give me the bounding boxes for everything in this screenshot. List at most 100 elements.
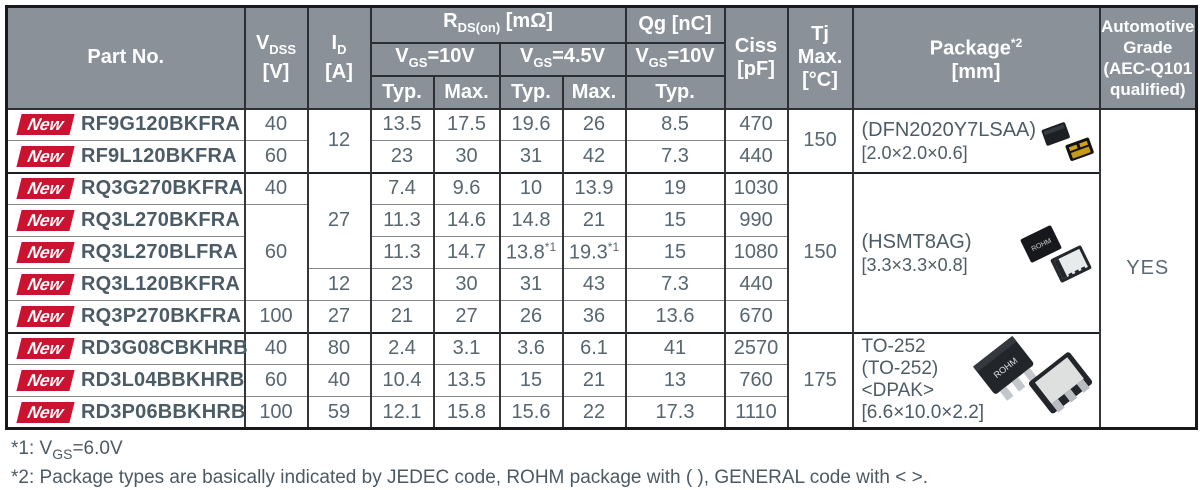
table-row: New RD3G08CBKHRB 40 80 2.4 3.1 3.6 6.1 4… — [5, 331, 1197, 429]
new-badge: New — [16, 274, 75, 295]
col-header-id: ID [A] — [306, 5, 372, 110]
col-header-qg: Qg [nC] — [624, 5, 726, 44]
qg-value: 41 — [624, 331, 726, 365]
qg-value: 13 — [624, 364, 726, 397]
rdson-max-4v5: 19.3*1 — [561, 236, 627, 269]
col-header-qg-vgs-10v: VGS=10V — [624, 41, 726, 77]
part-number: RQ3G270BKFRA — [80, 177, 244, 200]
ciss-value: 470 — [723, 107, 789, 141]
table-row: New RQ3L120BKFRA 12 23 30 31 43 7.3 440 — [5, 268, 1197, 301]
part-no-cell: New RQ3L270BLFRA — [5, 236, 246, 269]
part-number: RD3P06BBKHRB — [80, 400, 246, 423]
id-value: 12 — [306, 268, 372, 301]
ciss-value: 760 — [723, 364, 789, 397]
footnote-1: *1: VGS=6.0V — [11, 438, 123, 462]
qg-value: 15 — [624, 236, 726, 269]
rdson-typ-10v: 12.1 — [369, 396, 435, 429]
part-number: RF9L120BKFRA — [80, 144, 237, 167]
rdson-typ-4v5: 31 — [498, 140, 564, 173]
part-number: RD3G08CBKHRB — [80, 337, 248, 360]
qg-value: 15 — [624, 204, 726, 237]
new-badge: New — [16, 338, 75, 360]
ciss-value: 990 — [723, 204, 789, 237]
footnote-ref: *1 — [544, 240, 557, 255]
qg-value: 8.5 — [624, 107, 726, 141]
part-number: RD3L04BBKHRB — [80, 369, 245, 391]
rdson-typ-4v5: 14.8 — [498, 204, 564, 237]
package-photo-hsmt8ag-icon: ROHM — [1020, 225, 1091, 282]
rdson-max-10v: 9.6 — [432, 171, 501, 205]
qg-value: 7.3 — [624, 140, 726, 173]
table-row: New RQ3L270BKFRA 60 11.3 14.6 14.8 21 15… — [5, 204, 1197, 301]
col-header-part-no: Part No. — [5, 5, 246, 110]
vdss-value: 100 — [243, 396, 309, 429]
col-header-vdss: VDSS [V] — [243, 5, 309, 110]
rdson-typ-4v5: 31 — [498, 268, 564, 301]
rdson-max-10v: 13.5 — [432, 364, 501, 397]
vdss-value: 60 — [243, 204, 309, 301]
rdson-max-10v: 3.1 — [432, 331, 501, 365]
rdson-max-4v5: 21 — [561, 364, 627, 397]
col-header-package: Package*2 [mm] — [851, 5, 1101, 110]
rdson-typ-4v5: 3.6 — [498, 331, 564, 365]
package-cell-to252: TO-252 (TO-252) <DPAK> [6.6×10.0×2.2] RO… — [851, 331, 1101, 429]
col-header-max-4v5: Max. — [561, 74, 627, 110]
ciss-value: 440 — [723, 140, 789, 173]
id-value: 80 — [306, 331, 372, 365]
package-photo-dfn2020-icon — [1041, 121, 1094, 161]
rdson-max-4v5: 21 — [561, 204, 627, 237]
col-header-automotive-grade: Automotive Grade (AEC-Q101 qualified) — [1098, 5, 1198, 110]
part-no-cell: New RQ3G270BKFRA — [5, 171, 246, 205]
rdson-max-4v5: 22 — [561, 396, 627, 429]
part-number: RQ3L270BKFRA — [80, 209, 241, 231]
part-no-cell: New RQ3L270BKFRA — [5, 204, 246, 237]
rdson-typ-10v: 23 — [369, 268, 435, 301]
id-value: 12 — [306, 107, 372, 173]
qg-value: 13.6 — [624, 300, 726, 333]
table-row: New RF9G120BKFRA 40 12 13.5 17.5 19.6 26… — [5, 107, 1198, 429]
new-badge: New — [16, 210, 75, 231]
rdson-max-4v5: 13.9 — [561, 171, 627, 205]
ciss-value: 1030 — [723, 171, 789, 205]
part-no-cell: New RQ3P270BKFRA — [5, 300, 246, 333]
vdss-value: 60 — [243, 140, 309, 173]
package-cell-dfn2020: (DFN2020Y7LSAA) [2.0×2.0×0.6] — [851, 107, 1101, 173]
ciss-value: 440 — [723, 268, 789, 301]
part-no-cell: New RF9L120BKFRA — [5, 140, 246, 173]
rdson-typ-10v: 23 — [369, 140, 435, 173]
new-badge: New — [16, 178, 75, 200]
col-header-typ-qg: Typ. — [624, 74, 726, 110]
rdson-typ-10v: 10.4 — [369, 364, 435, 397]
package-cell-hsmt8ag: (HSMT8AG) [3.3×3.3×0.8] ROHM — [851, 171, 1101, 333]
package-photo-to252-icon: ROHM — [972, 336, 1092, 414]
col-header-vgs-10v: VGS=10V — [369, 41, 501, 77]
table-row: New RD3P06BBKHRB 100 59 12.1 15.8 15.6 2… — [5, 396, 1197, 429]
rdson-max-4v5: 6.1 — [561, 331, 627, 365]
rdson-max-10v: 30 — [432, 140, 501, 173]
new-badge: New — [16, 401, 75, 423]
table-row: New RQ3P270BKFRA 100 27 21 27 26 36 13.6… — [5, 300, 1197, 333]
new-badge: New — [16, 370, 75, 391]
rdson-typ-10v: 13.5 — [369, 107, 435, 141]
part-no-cell: New RD3G08CBKHRB — [5, 331, 248, 365]
rdson-typ-10v: 11.3 — [369, 204, 435, 237]
rdson-typ-4v5: 10 — [498, 171, 564, 205]
rdson-max-4v5: 42 — [561, 140, 627, 173]
rdson-max-4v5: 36 — [561, 300, 627, 333]
rdson-max-10v: 17.5 — [432, 107, 501, 141]
table-row: New RQ3G270BKFRA 40 27 7.4 9.6 10 13.9 1… — [5, 171, 1197, 333]
rdson-max-4v5: 26 — [561, 107, 627, 141]
footnotes: *1: VGS=6.0V *2: Package types are basic… — [5, 430, 1196, 490]
part-no-cell: New RD3L04BBKHRB — [5, 364, 246, 397]
rdson-typ-4v5: 13.8*1 — [498, 236, 564, 269]
rdson-typ-10v: 21 — [369, 300, 435, 333]
rdson-max-4v5: 43 — [561, 268, 627, 301]
id-value: 27 — [306, 171, 372, 269]
mosfet-lineup-table: Part No. VDSS [V] ID [A] RDS(on) [mΩ] Qg… — [5, 5, 1199, 430]
qg-value: 7.3 — [624, 268, 726, 301]
rdson-max-10v: 15.8 — [432, 396, 501, 429]
vdss-value: 100 — [243, 300, 309, 333]
rdson-max-10v: 14.7 — [432, 236, 501, 269]
part-number: RQ3L270BLFRA — [80, 241, 238, 263]
ciss-value: 670 — [723, 300, 789, 333]
